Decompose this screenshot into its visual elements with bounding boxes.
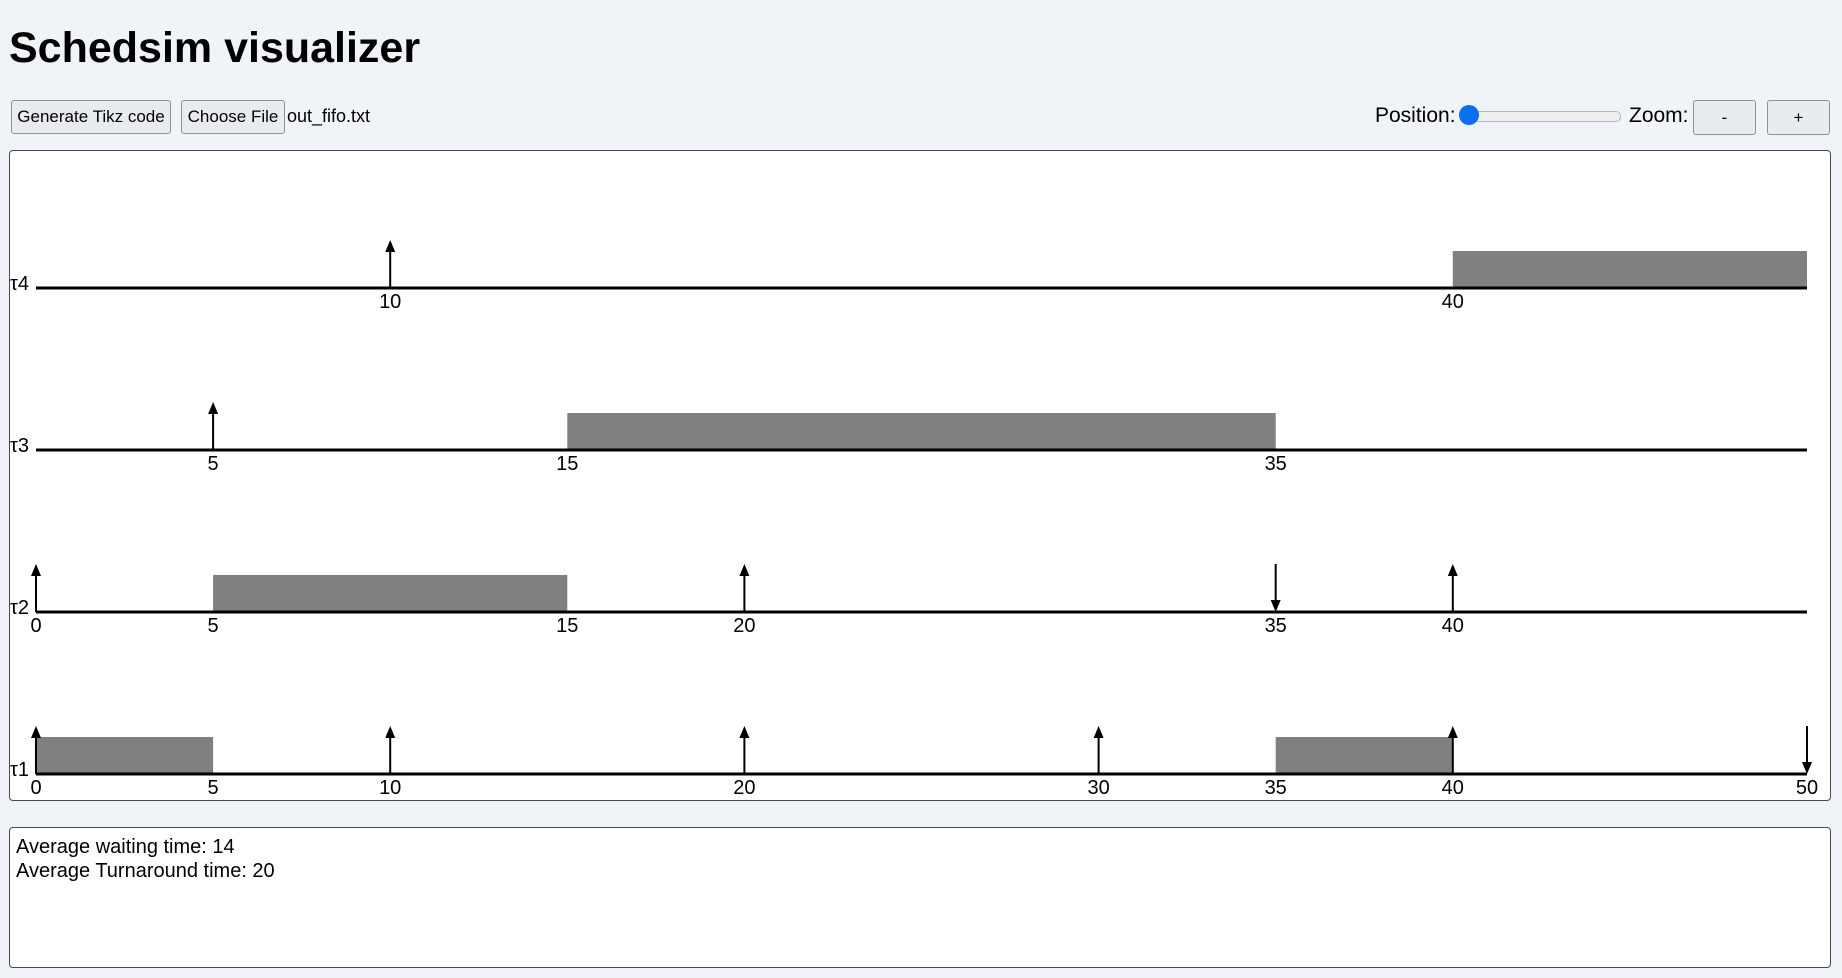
tick-label: 35 <box>1265 453 1287 475</box>
execution-block <box>1275 737 1453 774</box>
arrival-arrow-head <box>1093 726 1104 738</box>
execution-block <box>1452 251 1807 288</box>
arrival-arrow-head <box>1447 726 1458 738</box>
tick-label: 10 <box>379 777 401 799</box>
position-slider-thumb[interactable] <box>1459 105 1479 125</box>
tick-label: 50 <box>1796 777 1818 799</box>
execution-block <box>36 737 214 774</box>
tick-label: 30 <box>1087 777 1109 799</box>
position-slider[interactable] <box>1459 103 1621 127</box>
task-label: τ3 <box>10 435 29 457</box>
deadline-arrow-head <box>1270 600 1281 612</box>
tick-label: 40 <box>1442 777 1464 799</box>
tick-label: 15 <box>556 453 578 475</box>
tick-label: 10 <box>379 291 401 313</box>
tick-label: 0 <box>30 777 41 799</box>
execution-block <box>567 413 1276 450</box>
task-label: τ2 <box>10 597 29 619</box>
selected-file-name: out_fifo.txt <box>287 106 371 126</box>
schedule-canvas: τ4 10 40 τ3 5 15 35 τ2 0 5 15 20 35 40 τ1 0 5 10 20 30 35 40 5… <box>9 150 1831 801</box>
arrival-arrow-head <box>739 564 750 576</box>
arrival-arrow-head <box>31 726 41 738</box>
tick-label: 15 <box>556 615 578 637</box>
tick-label: 20 <box>733 615 755 637</box>
tick-label: 35 <box>1265 777 1287 799</box>
execution-block <box>213 575 568 612</box>
arrival-arrow-head <box>385 240 396 252</box>
tick-label: 5 <box>208 453 219 475</box>
task-label: τ4 <box>10 273 29 295</box>
choose-file-button[interactable]: Choose File <box>181 100 285 134</box>
stats-panel: Average waiting time: 14 Average Turnaro… <box>9 827 1831 968</box>
position-slider-track <box>1461 111 1621 122</box>
zoom-in-button[interactable]: + <box>1767 100 1830 135</box>
arrival-arrow-head <box>385 726 396 738</box>
page-title: Schedsim visualizer <box>9 24 421 72</box>
arrival-arrow-head <box>31 564 41 576</box>
tick-label: 20 <box>733 777 755 799</box>
tick-label: 0 <box>30 615 41 637</box>
zoom-label: Zoom: <box>1629 104 1689 127</box>
tick-label: 5 <box>208 615 219 637</box>
arrival-arrow-head <box>208 402 219 414</box>
position-label: Position: <box>1375 104 1456 127</box>
tick-label: 40 <box>1442 615 1464 637</box>
zoom-out-button[interactable]: - <box>1693 100 1756 135</box>
tick-label: 5 <box>208 777 219 799</box>
tick-label: 40 <box>1442 291 1464 313</box>
tick-label: 35 <box>1265 615 1287 637</box>
arrival-arrow-head <box>1447 564 1458 576</box>
generate-tikz-button[interactable]: Generate Tikz code <box>11 100 171 134</box>
deadline-arrow-head <box>1802 762 1812 774</box>
average-turnaround-time: Average Turnaround time: 20 <box>16 860 275 882</box>
task-label: τ1 <box>10 759 29 781</box>
arrival-arrow-head <box>739 726 750 738</box>
average-waiting-time: Average waiting time: 14 <box>16 836 235 858</box>
